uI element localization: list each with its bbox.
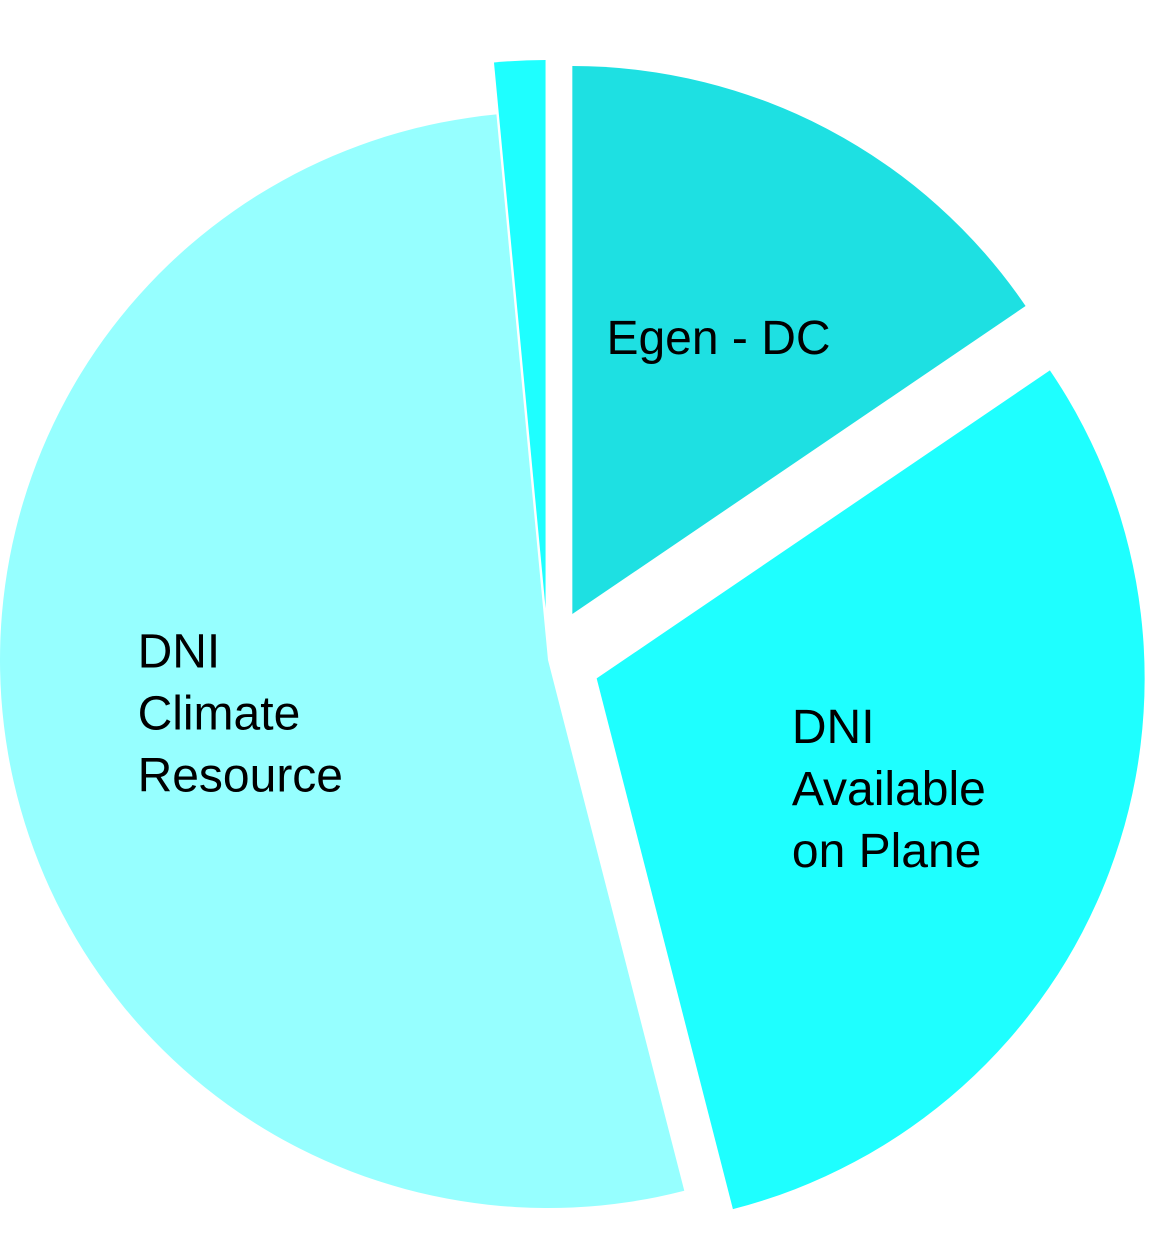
slice-label-dni-available-on-plane: DNI Available on Plane xyxy=(792,701,986,878)
slice-label-line: Resource xyxy=(138,750,343,803)
slice-label-egen-dc: Egen - DC xyxy=(606,312,830,365)
pie-slice-dni-available-on-plane xyxy=(596,370,1145,1210)
slice-label-dni-climate-resource: DNI Climate Resource xyxy=(138,626,343,803)
slice-label-line: Available xyxy=(792,763,986,816)
slice-label-line: DNI xyxy=(792,701,875,754)
pie-slice-unlabeled-3 xyxy=(493,60,546,609)
pie-slice-dni-climate-resource xyxy=(0,114,685,1208)
pie-labels: Egen - DC DNI Available on Plane DNI Climate R… xyxy=(138,312,986,878)
pie-slice-egen-dc xyxy=(572,66,1026,615)
pie-slices xyxy=(0,60,1145,1210)
slice-label-line: on Plane xyxy=(792,825,982,878)
slice-label-line: Egen - DC xyxy=(606,312,830,365)
slice-label-line: Climate xyxy=(138,688,301,741)
slice-label-line: DNI xyxy=(138,626,221,679)
